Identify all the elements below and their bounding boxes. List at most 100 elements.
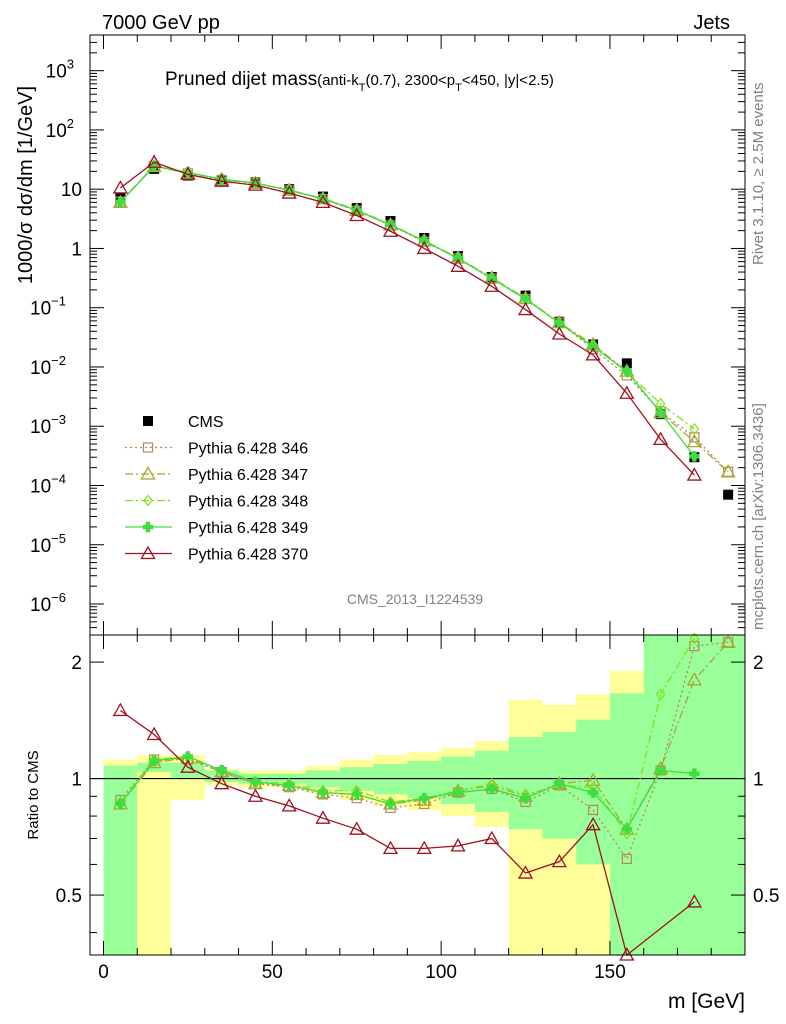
main-y-tick-label: 10−5: [30, 531, 66, 557]
legend-marker: [140, 466, 156, 480]
main-y-tick-label: 103: [46, 57, 74, 83]
main-series-5: [112, 154, 702, 481]
ratio-data-point: [317, 787, 329, 798]
ratio-data-point: [520, 792, 531, 804]
main-data-point: [112, 180, 129, 194]
legend-label: Pythia 6.428 346: [188, 441, 308, 458]
uncertainty-band-green: [171, 762, 205, 779]
main-y-tick-label: 10−3: [30, 412, 66, 438]
main-data-point: [450, 258, 466, 272]
ratio-data-point: [486, 783, 498, 795]
legend-entry: Pythia 6.428 348: [125, 494, 308, 511]
main-data-point: [655, 407, 666, 418]
main-data-point: [621, 366, 633, 377]
legend-label: Pythia 6.428 347: [188, 467, 308, 484]
main-data-point: [416, 240, 432, 255]
ratio-data-point: [689, 632, 700, 645]
ratio-series-group: [112, 632, 736, 961]
main-data-point: [689, 451, 700, 462]
ratio-y-tick-label: 1: [71, 770, 82, 791]
ratio-frame: [89, 634, 746, 956]
ratio-data-point: [484, 830, 500, 845]
legend-label: Pythia 6.428 370: [188, 547, 308, 564]
ratio-series-3: [115, 751, 700, 835]
ratio-data-point: [180, 759, 196, 773]
legend-entry: Pythia 6.428 346: [125, 441, 308, 458]
ratio-data-point: [247, 788, 264, 802]
uncertainty-band-yellow: [137, 755, 172, 955]
main-y-tick-label: 10−4: [30, 471, 66, 497]
main-data-point: [484, 278, 500, 292]
main-y-tick-label: 10−1: [30, 294, 66, 320]
ratio-data-point: [315, 810, 331, 824]
uncertainty-band-green: [711, 635, 745, 955]
rivet-label: Rivet 3.1.10, ≥ 2.5M events: [750, 83, 767, 266]
ratio-y-tick-label: 2: [71, 653, 82, 674]
ratio-data-point: [349, 821, 365, 835]
uncertainty-band-green: [373, 764, 408, 795]
legend-marker: [143, 416, 153, 426]
ratio-data-point: [621, 823, 633, 835]
ratio-series-line: [120, 709, 695, 957]
main-data-point: [382, 223, 399, 237]
x-tick-label: 0: [98, 962, 109, 983]
main-data-point: [115, 197, 126, 208]
x-tick-label: 100: [425, 962, 457, 983]
legend: CMS Pythia 6.428 346 Pythia 6.428 347 Pythi…: [125, 414, 308, 564]
main-y-tick-label: 10−2: [30, 353, 66, 379]
ratio-data-point: [585, 816, 601, 831]
ratio-data-point: [585, 772, 601, 786]
ratio-y-tick-label-right: 0.5: [753, 886, 779, 907]
ratio-data-point: [112, 702, 129, 717]
ratio-data-point: [450, 838, 466, 852]
ratio-y-tick-label-right: 2: [753, 653, 764, 674]
main-data-point: [281, 185, 297, 199]
uncertainty-band-green: [508, 737, 543, 830]
uncertainty-band-green: [677, 635, 712, 955]
uncertainty-band-green: [103, 765, 138, 955]
main-series-group: [112, 154, 736, 500]
ratio-data-point: [655, 688, 666, 701]
main-data-point: [283, 184, 295, 196]
legend-marker: [143, 494, 153, 507]
mcplots-label: mcplots.cern.ch [arXiv:1306.3436]: [750, 403, 767, 630]
ratio-data-point: [216, 765, 227, 776]
main-y-tick-label: 1: [71, 239, 82, 260]
ratio-data-point: [622, 827, 632, 840]
uncertainty-band-green: [474, 750, 509, 812]
main-y-tick-label: 10−6: [30, 590, 66, 616]
ratio-data-point: [283, 780, 295, 791]
main-y-tick-label: 10: [61, 180, 82, 201]
ratio-data-point: [587, 804, 599, 815]
uncertainty-band-green: [643, 635, 678, 955]
legend-marker: [142, 442, 154, 453]
legend-entry: CMS: [143, 414, 224, 431]
ratio-data-point: [115, 798, 126, 810]
legend-marker: [142, 521, 154, 533]
x-axis-label: m [GeV]: [668, 990, 745, 1013]
header-left: 7000 GeV pp: [102, 12, 220, 34]
ratio-data-point: [689, 640, 700, 652]
main-data-point: [720, 464, 736, 478]
ratio-data-point: [517, 865, 534, 879]
main-data-point: [689, 432, 700, 443]
ratio-data-point: [551, 853, 567, 868]
ratio-data-point: [619, 947, 635, 961]
main-series-line: [119, 165, 695, 457]
ratio-data-point: [416, 840, 432, 855]
main-series-line: [119, 161, 695, 476]
main-data-point: [180, 166, 196, 181]
ratio-data-point: [281, 798, 297, 812]
main-data-point: [689, 422, 700, 435]
main-data-point: [723, 489, 734, 500]
ratio-y-tick-label: 0.5: [56, 886, 82, 907]
main-data-point: [351, 205, 362, 216]
main-frame-bg: [90, 35, 745, 635]
main-data-point: [554, 317, 565, 329]
main-data-point: [247, 177, 264, 191]
x-tick-label: 150: [594, 962, 626, 983]
ratio-data-point: [382, 840, 399, 855]
uncertainty-band-green: [407, 761, 442, 799]
